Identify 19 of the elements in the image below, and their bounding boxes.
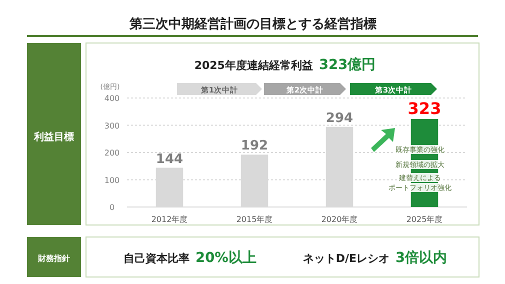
chart-subtitle: 2025年度連結経常利益 323億円 <box>194 56 376 73</box>
y-tick-label: 400 <box>104 94 120 103</box>
chart-title: 第三次中期経営計画の目標とする経営指標 <box>128 16 376 32</box>
y-tick-label: 200 <box>104 148 120 158</box>
y-tick-label: 0 <box>109 203 115 212</box>
text: ネットD/Eレシオ 3倍以内 <box>302 249 448 266</box>
y-tick-label: 300 <box>104 121 120 130</box>
data-label: 323 <box>408 98 442 118</box>
data-label: 144 <box>156 152 184 167</box>
y-tick-label: 100 <box>104 176 120 185</box>
text: 自己資本比率 20%以上 <box>124 250 256 266</box>
data-label: 192 <box>240 138 268 154</box>
text: 利益目標 <box>33 131 74 143</box>
x-tick-label: 2015年度 <box>236 215 273 224</box>
x-tick-label: 2025年度 <box>406 215 443 224</box>
x-tick-label: 2012年度 <box>151 215 188 224</box>
data-label: 294 <box>326 110 354 126</box>
x-tick-label: 2020年度 <box>321 215 358 224</box>
text: 財務指針 <box>37 254 70 263</box>
